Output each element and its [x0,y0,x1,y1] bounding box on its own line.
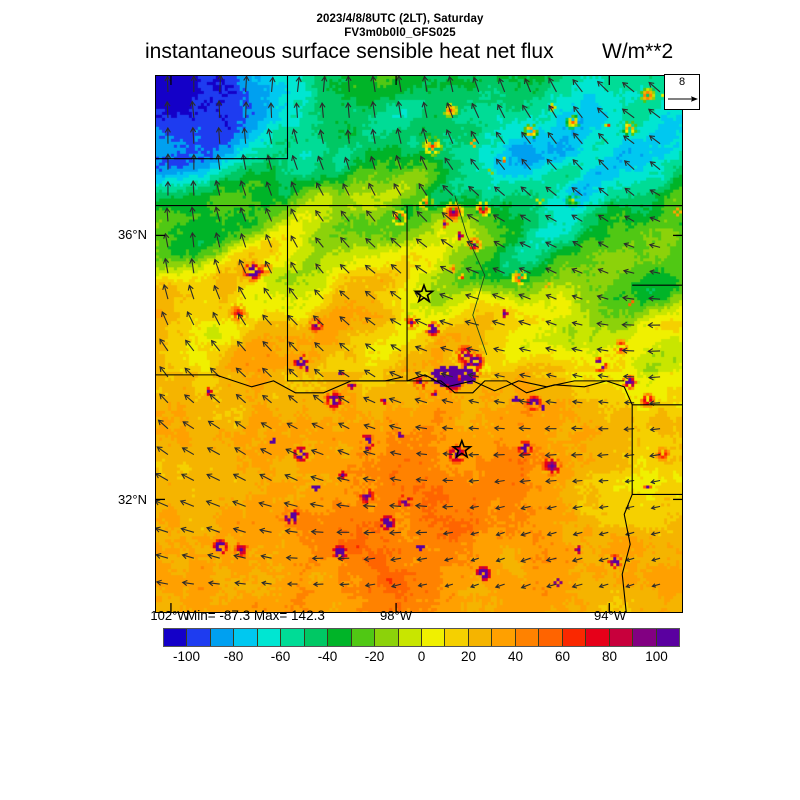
colorbar-cell [187,629,211,646]
colorbar-cell [656,629,679,646]
colorbar-cell [234,629,258,646]
lat-label-32n: 32°N [117,492,147,507]
colorbar-cell [445,629,469,646]
lon-label-94w: 94°W [594,608,626,623]
colorbar-tick-label: 40 [507,649,524,664]
colorbar-cell [468,629,493,646]
colorbar-cell [210,629,235,646]
colorbar-cell [633,629,657,646]
colorbar-cell [586,629,610,646]
colorbar-tick-label: 100 [645,649,668,664]
lon-label-98w: 98°W [380,608,412,623]
colorbar-cell [304,629,329,646]
colorbar-cell [609,629,634,646]
colorbar-tick-label: -20 [364,649,385,664]
colorbar-tick-label: -100 [172,649,201,664]
heatmap-field [156,76,682,612]
header-datetime: 2023/4/8/8UTC (2LT), Saturday [316,13,484,25]
colorbar-ticks: -100 -80 -60 -40 -20 0 20 40 60 80 100 [163,649,680,667]
wind-vector-key: 8 [664,74,700,110]
colorbar-cell [164,629,188,646]
colorbar-tick-label: 0 [417,649,426,664]
colorbar-cell [562,629,587,646]
right-arrow-icon [668,96,698,102]
colorbar-cell [421,629,446,646]
wind-vector-key-label: 8 [678,76,686,88]
map-panel[interactable] [155,75,683,613]
colorbar-tick-label: -80 [223,649,244,664]
lon-label-102w: 102°W [150,608,190,623]
header-model: FV3m0b0l0_GFS025 [344,27,456,39]
colorbar-cell [515,629,540,646]
colorbar-tick-label: 80 [601,649,618,664]
colorbar-cell [351,629,376,646]
lat-label-36n: 36°N [117,227,147,242]
units-label: W/m**2 [602,40,674,63]
colorbar-cell [375,629,399,646]
colorbar-cell [398,629,422,646]
colorbar[interactable]: -100 -80 -60 -40 -20 0 20 40 60 80 100 [163,628,680,664]
colorbar-tick-label: -60 [270,649,291,664]
colorbar-tick-label: -40 [317,649,338,664]
colorbar-cell [328,629,352,646]
colorbar-tick-label: 20 [460,649,477,664]
colorbar-cell [539,629,563,646]
colorbar-tick-label: 60 [554,649,571,664]
colorbar-cell [257,629,282,646]
minmax-annotation: Min= -87.3 Max= 142.3 [186,608,325,623]
page-title: instantaneous surface sensible heat net … [145,40,554,63]
colorbar-cell [492,629,516,646]
colorbar-cell [281,629,305,646]
colorbar-swatches [163,628,680,647]
